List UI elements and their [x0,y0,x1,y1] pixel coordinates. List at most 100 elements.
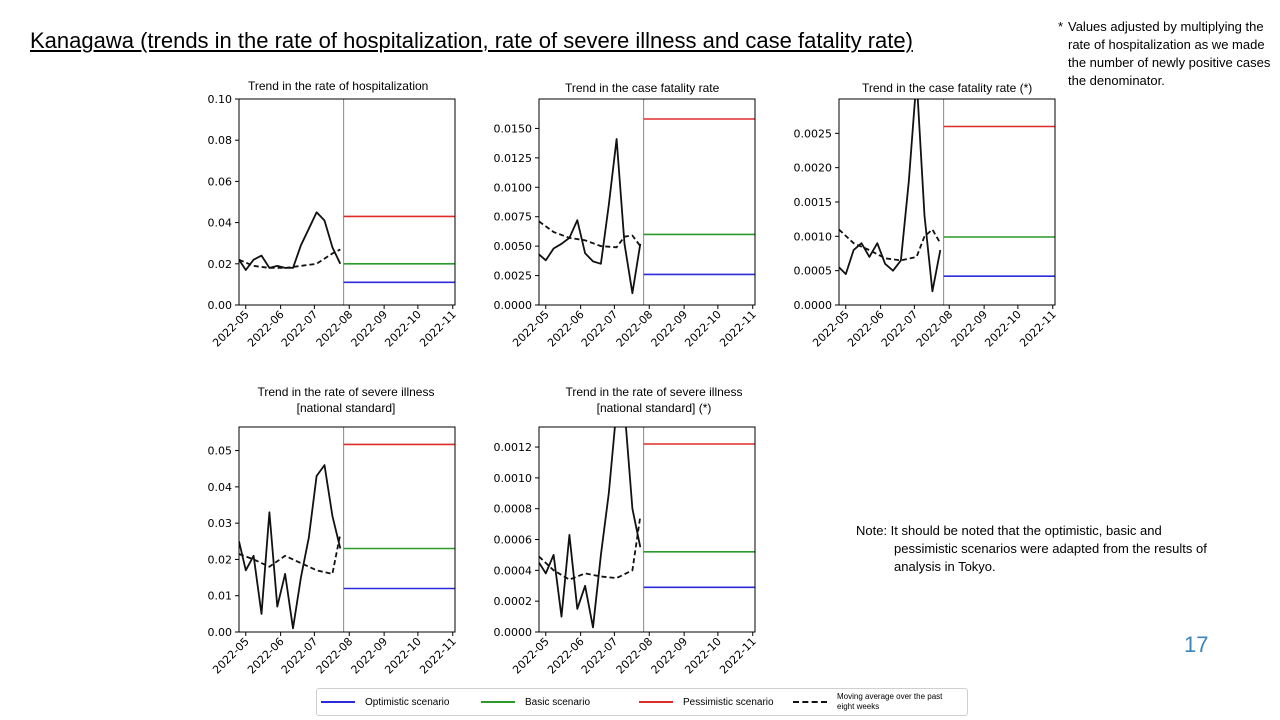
plot-frame [538,98,756,306]
x-tick-label: 2022-07 [879,308,921,350]
x-tick-label: 2022-07 [279,635,321,677]
legend: Optimistic scenario Basic scenario Pessi… [316,688,968,716]
y-tick-label: 0.02 [208,258,233,271]
chart-case-fatality: 0.0000 0.0025 0.0050 0.0075 0.0100 0.0125 0.01… [494,98,759,350]
y-tick-label: 0.0000 [494,626,533,639]
x-tick-label: 2022-05 [810,308,852,350]
y-tick-label: 0.0010 [494,472,533,485]
y-tick-label: 0.10 [208,93,233,106]
y-tick-label: 0.0002 [494,595,533,608]
y-tick-label: 0.04 [208,481,233,494]
y-tick-label: 0.0125 [494,152,533,165]
x-tick-label: 2022-07 [579,308,621,350]
y-tick-label: 0.0006 [494,534,533,547]
chart-severe-illness: 0.000.010.020.030.040.052022-052022-0620… [208,426,459,677]
y-tick-label: 0.0150 [494,122,533,135]
scenario-note: Note: It should be noted that the optimi… [856,522,1256,576]
plot-frame [538,426,756,633]
x-tick-label: 2022-08 [314,308,356,350]
y-tick-label: 0.08 [208,134,233,147]
series-moving-average-line [839,228,942,262]
x-tick-label: 2022-05 [510,635,552,677]
y-tick-label: 0.06 [208,175,233,188]
y-tick-label: 0.0005 [794,265,833,278]
y-tick-label: 0.0050 [494,240,533,253]
y-tick-label: 0.04 [208,217,233,230]
x-tick-label: 2022-10 [682,635,724,677]
x-tick-label: 2022-08 [914,308,956,350]
x-tick-label: 2022-08 [314,635,356,677]
x-tick-label: 2022-05 [510,308,552,350]
y-tick-label: 0.0000 [794,299,833,312]
y-tick-label: 0.0004 [494,564,533,577]
x-tick-label: 2022-05 [210,635,252,677]
y-tick-label: 0.02 [208,553,233,566]
legend-label-optimistic: Optimistic scenario [365,696,450,708]
x-tick-label: 2022-10 [382,308,424,350]
series-actual-line [239,211,342,271]
x-tick-label: 2022-11 [417,308,459,350]
x-tick-label: 2022-11 [1017,308,1059,350]
y-tick-label: 0.0015 [794,196,833,209]
legend-swatch-basic [481,701,515,703]
series-moving-average-line [539,220,642,249]
x-tick-label: 2022-11 [717,635,759,677]
chart-severe-illness-adjusted: 0.0000 0.0002 0.0004 0.0006 0.0008 0.0010 0.00… [494,426,759,677]
y-tick-label: 0.0025 [494,270,533,283]
y-tick-label: 0.05 [208,445,233,458]
series-moving-average-line [239,533,342,575]
x-tick-label: 2022-07 [579,635,621,677]
series-moving-average-line [539,516,642,581]
x-tick-label: 2022-10 [982,308,1024,350]
page-number: 17 [1184,632,1209,657]
series-actual-line [539,427,642,629]
plot-frame [238,98,456,306]
x-tick-label: 2022-10 [382,635,424,677]
y-tick-label: 0.0008 [494,503,533,516]
chart-hospitalization: 0.000.020.040.060.080.102022-052022-0620… [208,93,459,350]
note-rest: pessimistic scenarios were adapted from … [894,541,1207,574]
y-tick-label: 0.0010 [794,230,833,243]
legend-label-moving-average: Moving average over the past eight weeks [837,692,943,711]
y-tick-label: 0.01 [208,590,233,603]
y-tick-label: 0.0000 [494,299,533,312]
x-tick-label: 2022-08 [614,308,656,350]
x-tick-label: 2022-05 [210,308,252,350]
series-actual-line [539,138,642,295]
plot-frame [838,98,1056,306]
chart-title-severe-illness-adjusted: Trend in the rate of severe illness [nat… [565,385,743,415]
x-tick-label: 2022-11 [717,308,759,350]
legend-label-pessimistic: Pessimistic scenario [683,696,774,708]
footnote: * Values adjusted by multiplying the rat… [1058,18,1273,90]
y-tick-label: 0.00 [208,299,233,312]
x-tick-label: 2022-07 [279,308,321,350]
page-title: Kanagawa (trends in the rate of hospital… [30,28,913,53]
legend-item-optimistic: Optimistic scenario [321,689,449,715]
series-actual-line [839,99,942,293]
y-tick-label: 0.0020 [794,162,833,175]
y-tick-label: 0.03 [208,517,233,530]
legend-item-pessimistic: Pessimistic scenario [639,689,774,715]
legend-swatch-pessimistic [639,701,673,703]
x-tick-label: 2022-08 [614,635,656,677]
chart-title-severe-illness: Trend in the rate of severe illness [nat… [257,385,435,415]
y-tick-label: 0.00 [208,626,233,639]
footnote-mark: * [1058,19,1064,34]
legend-item-moving-average: Moving average over the past eight weeks [793,689,947,715]
y-tick-label: 0.0075 [494,211,533,224]
chart-title-hospitalization: Trend in the rate of hospitalization [248,79,429,93]
note-lead: Note: It should be noted that the optimi… [856,523,1162,538]
legend-swatch-optimistic [321,701,355,703]
plot-frame [238,426,456,633]
series-moving-average-line [239,248,341,269]
y-tick-label: 0.0025 [794,127,833,140]
legend-item-basic: Basic scenario [481,689,590,715]
chart-title-case-fatality: Trend in the case fatality rate [565,81,720,95]
chart-title-case-fatality-adjusted: Trend in the case fatality rate (*) [862,81,1033,95]
legend-swatch-moving-average [793,701,827,703]
chart-case-fatality-adjusted: 0.0000 0.0005 0.0010 0.0015 0.0020 0.0025 2022… [794,98,1059,350]
x-tick-label: 2022-10 [682,308,724,350]
series-actual-line [239,464,342,630]
footnote-text: Values adjusted by multiplying the rate … [1068,19,1271,88]
legend-label-basic: Basic scenario [525,696,591,708]
